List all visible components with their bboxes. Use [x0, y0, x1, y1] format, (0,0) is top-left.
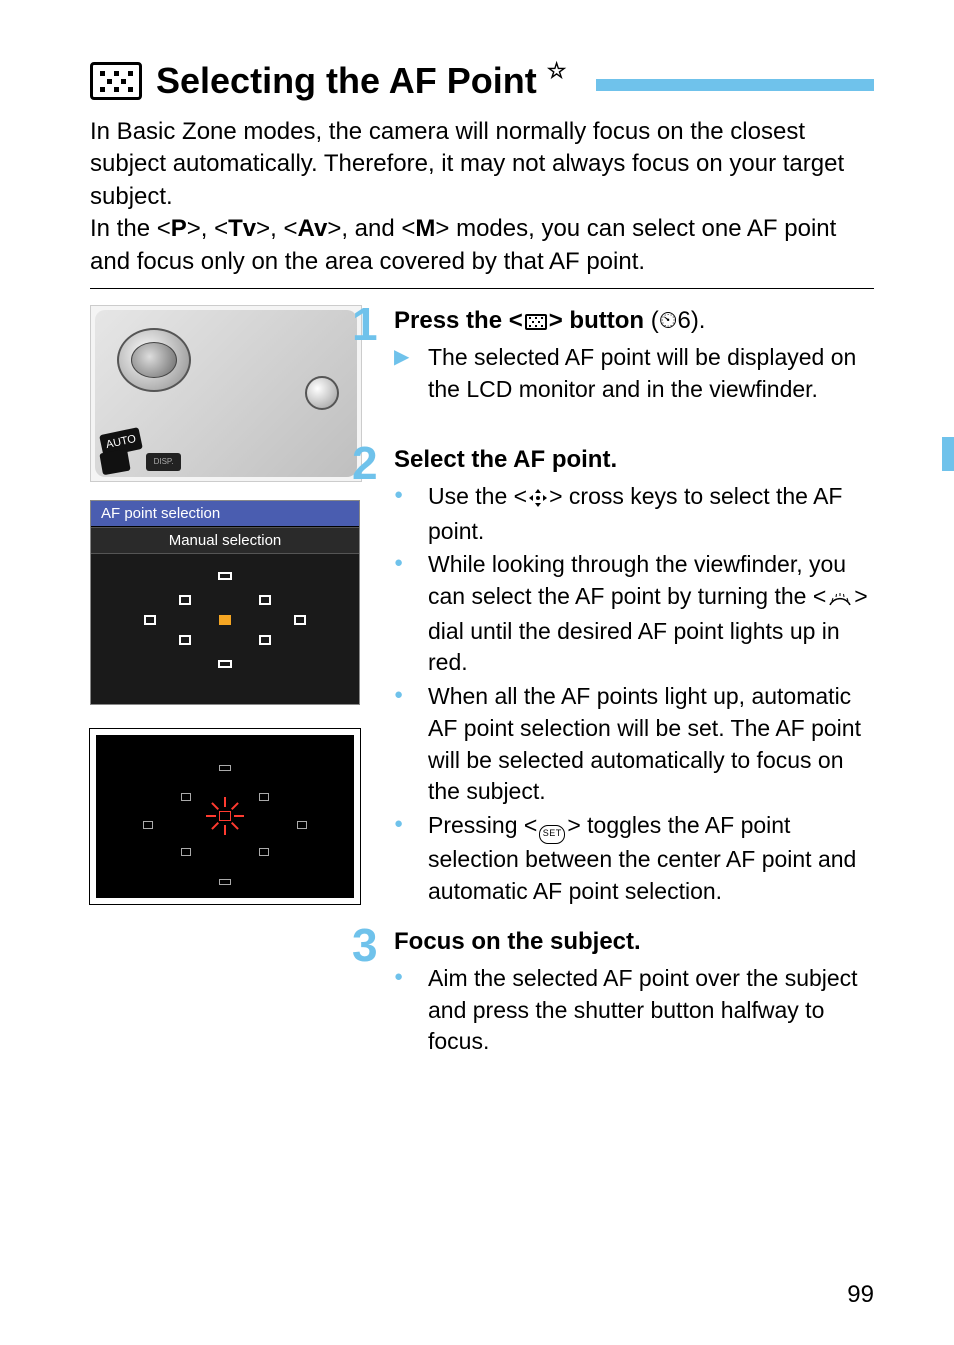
dot-bullet-icon — [394, 481, 428, 547]
af-point — [219, 765, 231, 771]
step-heading: Select the AF point. — [394, 444, 874, 475]
af-point — [259, 848, 269, 856]
af-point — [259, 793, 269, 801]
list-item: When all the AF points light up, automat… — [394, 681, 874, 808]
intro-p2: In the <P>, <Tv>, <Av>, and <M> modes, y… — [90, 213, 874, 278]
list-item: Use the <> cross keys to select the AF p… — [394, 481, 874, 547]
lcd-subtitle: Manual selection — [91, 527, 359, 554]
step-1: 1 Press the < > button (⏲6). The selecte… — [394, 305, 874, 406]
step-3: 3 Focus on the subject. Aim the selected… — [394, 926, 874, 1058]
page-title: Selecting the AF Point — [156, 60, 537, 102]
af-grid-icon — [525, 314, 547, 330]
step-body: Use the <> cross keys to select the AF p… — [394, 481, 874, 908]
af-grid-icon — [90, 62, 142, 100]
intro-p1: In Basic Zone modes, the camera will nor… — [90, 116, 874, 213]
viewfinder-center-highlight — [216, 807, 234, 825]
af-point — [259, 595, 271, 605]
section-tab — [942, 437, 954, 471]
dot-bullet-icon — [394, 963, 428, 1058]
af-point — [294, 615, 306, 625]
af-button-icon — [305, 376, 339, 410]
lcd-screen: AF point selection Manual selection — [90, 500, 360, 705]
triangle-bullet-icon — [394, 342, 428, 405]
lcd-title: AF point selection — [91, 501, 359, 527]
af-point — [297, 821, 307, 829]
camera-illustration: AUTO DISP. — [90, 305, 360, 482]
dot-bullet-icon — [394, 810, 428, 907]
title-row: Selecting the AF Point ☆ — [90, 60, 874, 102]
af-point — [219, 879, 231, 885]
step-number: 1 — [352, 297, 378, 351]
af-point — [259, 635, 271, 645]
divider — [90, 288, 874, 289]
af-point — [179, 595, 191, 605]
intro-block: In Basic Zone modes, the camera will nor… — [90, 116, 874, 278]
step-number: 2 — [352, 436, 378, 490]
list-item: Pressing <SET> toggles the AF point sele… — [394, 810, 874, 907]
af-point — [181, 848, 191, 856]
af-point — [144, 615, 156, 625]
dot-bullet-icon — [394, 681, 428, 808]
timer-icon: ⏲6 — [659, 307, 691, 334]
list-item: The selected AF point will be displayed … — [394, 342, 874, 405]
main-dial-icon — [828, 584, 852, 616]
step-number: 3 — [352, 918, 378, 972]
af-point — [181, 793, 191, 801]
af-point — [179, 635, 191, 645]
lcd-af-area — [91, 554, 359, 674]
af-point — [218, 660, 232, 668]
step-body: The selected AF point will be displayed … — [394, 342, 874, 405]
step-heading: Focus on the subject. — [394, 926, 874, 957]
camera-disp-label: DISP. — [146, 453, 181, 471]
af-point — [143, 821, 153, 829]
step-heading: Press the < > button (⏲6). — [394, 305, 874, 336]
set-button-icon: SET — [539, 825, 565, 844]
list-item: While looking through the viewfinder, yo… — [394, 549, 874, 679]
viewfinder — [90, 729, 360, 904]
dot-bullet-icon — [394, 549, 428, 679]
left-column: AUTO DISP. AF point selection Manual sel… — [90, 305, 370, 1076]
body: AUTO DISP. AF point selection Manual sel… — [90, 305, 874, 1076]
step-body: Aim the selected AF point over the subje… — [394, 963, 874, 1058]
list-item: Aim the selected AF point over the subje… — [394, 963, 874, 1058]
star-icon: ☆ — [547, 58, 567, 84]
af-point — [219, 615, 231, 625]
af-point — [218, 572, 232, 580]
title-accent-bar — [596, 79, 874, 91]
page: Selecting the AF Point ☆ In Basic Zone m… — [0, 0, 954, 1345]
right-column: 1 Press the < > button (⏲6). The selecte… — [394, 305, 874, 1076]
page-number: 99 — [847, 1281, 874, 1309]
cross-keys-icon — [529, 484, 547, 516]
step-2: 2 Select the AF point. Use the <> cross … — [394, 444, 874, 908]
